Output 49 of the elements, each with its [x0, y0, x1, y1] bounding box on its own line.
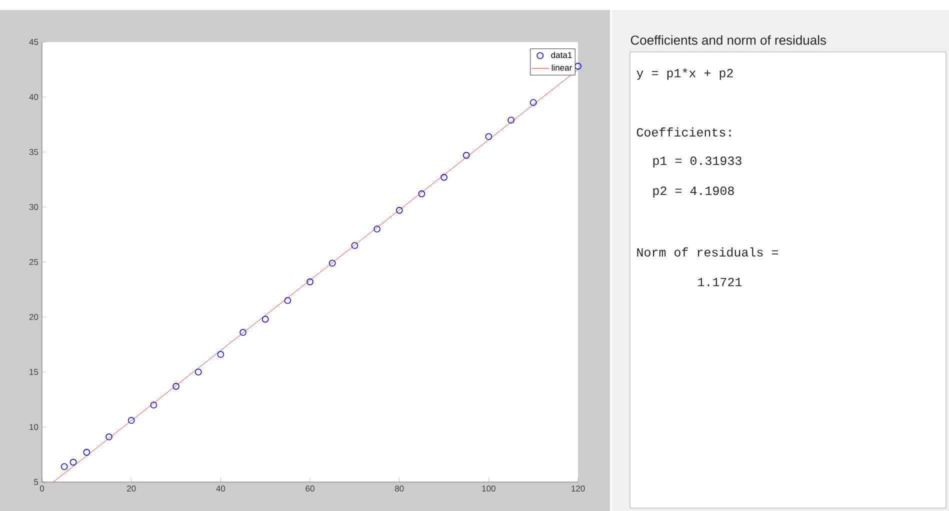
text: 1.1721: [698, 278, 742, 286]
point: [128, 417, 135, 424]
point: [440, 174, 448, 181]
y-tick-label: 35: [29, 149, 38, 156]
point: [418, 190, 426, 198]
point: [240, 329, 246, 336]
x-tick-label: 40: [216, 486, 226, 492]
x-tick-label: 80: [394, 486, 404, 492]
y-tick-label: 45: [29, 39, 38, 45]
x-tick-label: 100: [482, 486, 496, 492]
y-tick-label: 20: [29, 314, 38, 320]
point: [508, 116, 514, 124]
point: [217, 351, 224, 358]
x-tick-label: 20: [127, 486, 136, 492]
point: [150, 402, 158, 408]
point: [262, 316, 269, 323]
y-tick-label: 40: [29, 94, 38, 100]
point: [374, 226, 380, 232]
text: p1 = 0.31933: [653, 156, 742, 168]
point: [284, 297, 292, 304]
x-tick-label: 120: [572, 486, 585, 492]
point: [530, 99, 537, 106]
y-tick-label: 5: [34, 479, 38, 485]
point: [172, 382, 180, 390]
y-tick-label: 10: [30, 424, 38, 430]
text: Norm of residuals =: [637, 247, 778, 257]
point: [396, 206, 403, 214]
text: Coefficients:: [636, 127, 731, 137]
point: [194, 368, 202, 376]
text: p2 = 4.1908: [653, 186, 734, 198]
point: [328, 260, 336, 267]
point: [574, 62, 582, 70]
x-tick-label: 60: [306, 486, 314, 492]
point: [306, 278, 314, 286]
point: [485, 133, 492, 140]
x-tick-label: 0: [40, 486, 44, 492]
point: [60, 463, 68, 470]
legend-label: linear: [552, 64, 572, 71]
y-tick-label: 30: [29, 204, 38, 210]
y-tick-label: 25: [29, 259, 38, 266]
text: y = p1*x + p2: [636, 68, 733, 80]
legend-label: data1: [551, 52, 572, 58]
point: [83, 448, 90, 456]
point: [351, 242, 358, 249]
y-tick-label: 15: [30, 369, 38, 375]
text: Coefficients and norm of residuals: [630, 35, 826, 45]
point: [462, 152, 470, 159]
point: [106, 434, 112, 440]
point: [70, 458, 77, 466]
